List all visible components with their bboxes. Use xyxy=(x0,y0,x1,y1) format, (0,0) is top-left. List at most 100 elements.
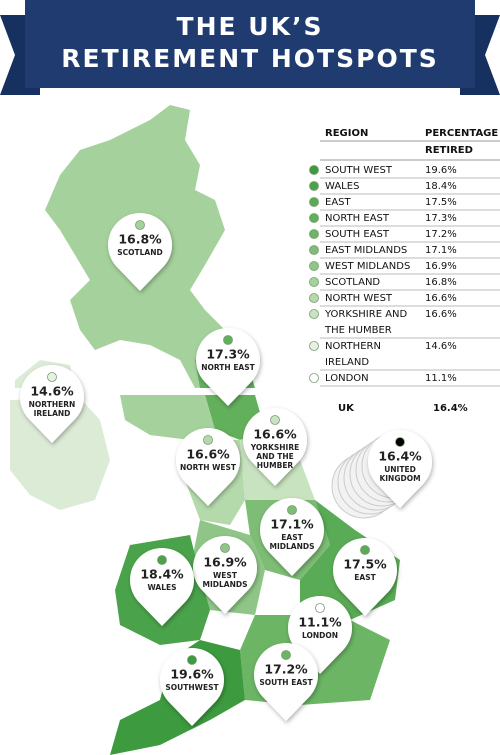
pin-value: 18.4% xyxy=(140,567,184,582)
percentage: 16.6% xyxy=(425,293,457,304)
pin-label: NORTH EAST xyxy=(201,363,255,372)
legend-dot xyxy=(309,213,319,223)
pin-dot xyxy=(223,335,233,345)
region-name: NORTH EAST xyxy=(325,213,390,224)
pin-shape xyxy=(130,547,194,626)
region-name: EAST xyxy=(325,197,352,208)
region-name: SOUTH EAST xyxy=(325,229,390,240)
pin-value: 16.6% xyxy=(253,427,297,442)
legend-dot xyxy=(309,245,319,255)
legend-dot xyxy=(309,341,319,351)
pin-label: SOUTHWEST xyxy=(165,683,219,692)
pin-shape xyxy=(160,647,224,726)
pin-label: HUMBER xyxy=(257,461,294,470)
pin-dot xyxy=(187,655,197,665)
region-name: EAST MIDLANDS xyxy=(325,245,407,256)
banner-body xyxy=(25,0,475,88)
pin: 17.3%NORTH EAST xyxy=(195,327,260,406)
region-name: LONDON xyxy=(325,373,369,384)
pin-dot xyxy=(47,372,57,382)
pin: 16.8%SCOTLAND xyxy=(108,212,172,291)
pin-shape xyxy=(108,212,172,291)
column-header: REGION xyxy=(325,128,368,139)
pin-label: KINGDOM xyxy=(379,474,420,483)
region-name: WEST MIDLANDS xyxy=(325,261,410,272)
percentage: 11.1% xyxy=(425,373,457,384)
pin: 17.5%EAST xyxy=(333,537,398,616)
region-name: IRELAND xyxy=(325,357,369,368)
percentage: 19.6% xyxy=(425,165,457,176)
northern-ireland-region xyxy=(10,398,110,510)
pin-dot xyxy=(360,545,370,555)
region-name: THE HUMBER xyxy=(324,325,392,336)
pin-dot xyxy=(220,543,230,553)
region-name: YORKSHIRE AND xyxy=(324,309,408,320)
pin-value: 16.8% xyxy=(118,232,162,247)
pin-value: 16.6% xyxy=(186,447,230,462)
column-header: PERCENTAGE xyxy=(425,128,498,139)
region-name: NORTHERN xyxy=(325,341,381,352)
percentage: 16.6% xyxy=(425,309,457,320)
region-name: NORTH WEST xyxy=(325,293,393,304)
percentage: 16.9% xyxy=(425,261,457,272)
pin-value: 17.1% xyxy=(270,517,314,532)
pin-label: EAST xyxy=(281,533,303,542)
pin-label: NORTHERN xyxy=(29,400,76,409)
pin-value: 11.1% xyxy=(298,615,342,630)
region-name: SOUTH WEST xyxy=(325,165,393,176)
pin-label: SOUTH EAST xyxy=(259,678,313,687)
pin-label: WEST xyxy=(213,571,238,580)
percentage: 17.5% xyxy=(425,197,457,208)
pin-value: 19.6% xyxy=(170,667,214,682)
region-name: WALES xyxy=(325,181,359,192)
pin-value: 16.9% xyxy=(203,555,247,570)
pin-dot xyxy=(281,650,291,660)
pin-dot xyxy=(135,220,145,230)
pin-value: 14.6% xyxy=(30,384,74,399)
pin-value: 17.3% xyxy=(206,347,250,362)
legend-dot xyxy=(309,165,319,175)
pin-label: WALES xyxy=(147,583,176,592)
pin-dot xyxy=(287,505,297,515)
total-region: UK xyxy=(338,403,355,414)
pin-dot xyxy=(157,555,167,565)
pin-label: AND THE xyxy=(256,452,293,461)
pin-value: 17.5% xyxy=(343,557,387,572)
pin: 18.4%WALES xyxy=(130,547,194,626)
legend-dot xyxy=(309,181,319,191)
pin-dot xyxy=(315,603,325,613)
pin-shape xyxy=(368,429,432,508)
banner: THE UK’S RETIREMENT HOTSPOTS xyxy=(0,0,500,95)
legend-dot xyxy=(309,309,319,319)
pin-dot xyxy=(395,437,405,447)
pin: 19.6%SOUTHWEST xyxy=(160,647,224,726)
pin-label: EAST xyxy=(354,573,376,582)
pin-label: MIDLANDS xyxy=(270,542,315,551)
pin-shape xyxy=(19,364,84,443)
column-header: RETIRED xyxy=(425,145,473,156)
pin-shape xyxy=(260,497,324,576)
pin-value: 16.4% xyxy=(378,449,422,464)
pin-label: IRELAND xyxy=(34,409,71,418)
title-line: THE UK’S xyxy=(177,12,324,41)
legend-dot xyxy=(309,229,319,239)
pin-value: 17.2% xyxy=(264,662,308,677)
legend-dot xyxy=(309,277,319,287)
pin-label: YORKSHIRE xyxy=(250,443,300,452)
pin-dot xyxy=(270,415,280,425)
table: REGION PERCENTAGE RETIRED SOUTH WEST 19.6… xyxy=(309,128,500,414)
percentage: 17.2% xyxy=(425,229,457,240)
percentage: 14.6% xyxy=(425,341,457,352)
pin-shape xyxy=(195,327,260,406)
legend-dot xyxy=(309,293,319,303)
pin-dot xyxy=(203,435,213,445)
legend-dot xyxy=(309,261,319,271)
title-line: RETIREMENT HOTSPOTS xyxy=(61,44,439,73)
pin-shape xyxy=(175,427,240,506)
pin: 16.6%NORTH WEST xyxy=(175,427,240,506)
pin-label: LONDON xyxy=(302,631,338,640)
